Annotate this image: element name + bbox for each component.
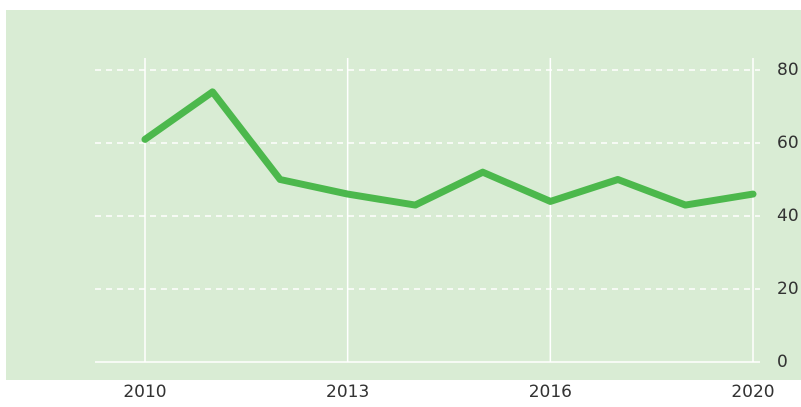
data-line — [141, 88, 757, 209]
x-tick-label: 2016 — [529, 382, 572, 402]
x-tick-label: 2010 — [123, 382, 166, 402]
x-tick-label: 2013 — [326, 382, 369, 402]
y-tick-label: 80 — [777, 60, 799, 80]
y-tick-label: 60 — [777, 133, 799, 153]
y-tick-label: 40 — [777, 206, 799, 226]
x-tick-label: 2020 — [731, 382, 774, 402]
y-tick-label: 20 — [777, 279, 799, 299]
y-tick-label: 0 — [777, 352, 788, 372]
plot-background — [6, 10, 801, 380]
